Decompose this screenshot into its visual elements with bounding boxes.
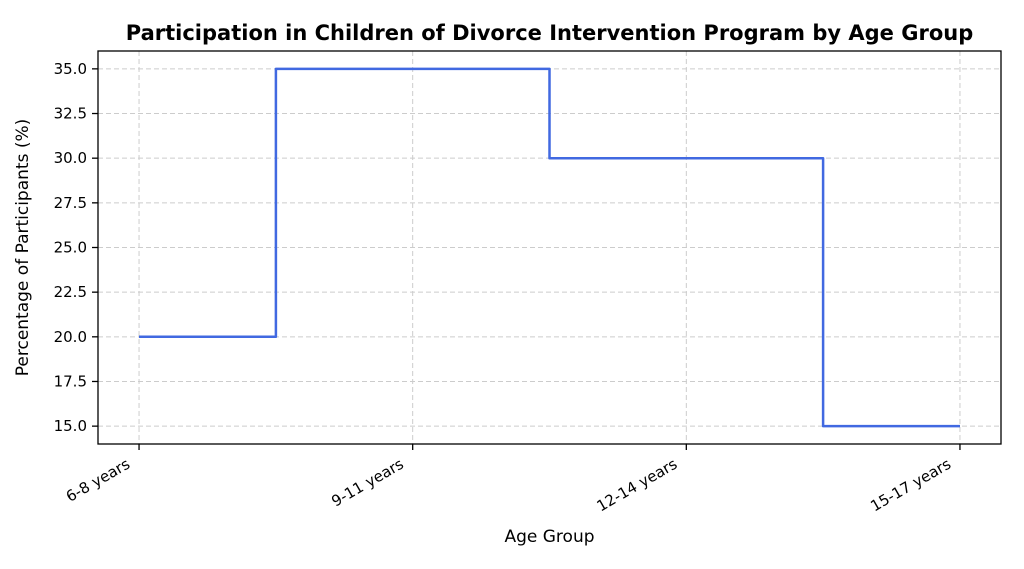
tick-labels-layer: 15.0 17.5 20.0 22.5 25.0 27.5 30.0 32.5 35.0 6-8 …: [54, 60, 955, 515]
y-tick-label: 30.0: [54, 149, 87, 167]
y-axis-label: Percentage of Participants (%): [13, 119, 33, 377]
x-tick-label: 6-8 years: [63, 455, 133, 506]
y-tick-label: 20.0: [54, 328, 87, 346]
chart-title: Participation in Children of Divorce Int…: [126, 21, 973, 45]
x-tick-label: 15-17 years: [867, 455, 954, 515]
y-tick-label: 22.5: [54, 283, 87, 301]
step-line-series: [139, 67, 960, 428]
x-tick-label: 12-14 years: [594, 455, 681, 515]
y-tick-label: 17.5: [54, 372, 87, 390]
y-tick-label: 15.0: [54, 417, 87, 435]
step-line-path: [139, 67, 960, 428]
y-tick-label: 32.5: [54, 105, 87, 123]
y-tick-label: 35.0: [54, 60, 87, 78]
x-tick-label: 9-11 years: [328, 455, 407, 511]
y-tick-label: 25.0: [54, 239, 87, 257]
axes-layer: [92, 50, 1002, 450]
y-tick-label: 27.5: [54, 194, 87, 212]
x-axis-label: Age Group: [504, 527, 594, 547]
